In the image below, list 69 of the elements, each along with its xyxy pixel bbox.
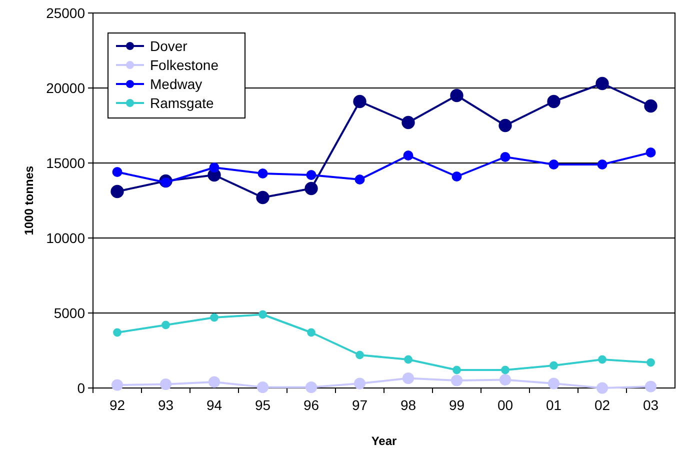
x-axis-title: Year xyxy=(371,434,398,448)
point xyxy=(110,184,124,198)
legend-label: Folkestone xyxy=(150,56,219,73)
point xyxy=(304,182,318,196)
x-tick-label: 00 xyxy=(497,397,514,413)
point xyxy=(402,116,415,130)
point xyxy=(306,170,316,180)
point xyxy=(404,355,412,364)
x-tick-label: 95 xyxy=(254,397,271,413)
point xyxy=(112,167,122,177)
point xyxy=(550,361,558,370)
y-tick-label: 20000 xyxy=(46,80,86,96)
point xyxy=(113,328,122,337)
point xyxy=(498,118,512,132)
y-tick-label: 0 xyxy=(77,380,86,396)
point xyxy=(548,378,560,390)
x-tick-label: 99 xyxy=(448,397,465,413)
point xyxy=(256,381,269,394)
point xyxy=(256,190,270,204)
point xyxy=(450,374,463,386)
point xyxy=(354,378,366,390)
point xyxy=(596,76,609,90)
point xyxy=(452,172,462,182)
point xyxy=(305,381,318,394)
point xyxy=(548,160,559,170)
point xyxy=(258,168,268,178)
point xyxy=(353,94,366,108)
point xyxy=(597,160,608,170)
point xyxy=(258,310,267,319)
legend-label: Dover xyxy=(150,38,188,54)
y-axis-title: 1000 tonnes xyxy=(22,166,36,236)
point xyxy=(450,88,464,102)
point xyxy=(644,380,657,392)
y-tick-label: 25000 xyxy=(46,4,86,21)
point xyxy=(501,366,510,374)
point xyxy=(499,374,512,386)
point xyxy=(646,148,656,158)
x-tick-label: 92 xyxy=(109,397,126,413)
y-tick-label: 10000 xyxy=(46,230,86,246)
x-tick-label: 94 xyxy=(206,397,222,413)
point xyxy=(111,379,124,391)
x-tick-label: 93 xyxy=(158,397,174,413)
x-tick-label: 02 xyxy=(594,397,610,413)
x-tick-label: 03 xyxy=(642,397,659,413)
point xyxy=(644,99,658,113)
point xyxy=(208,376,220,388)
point xyxy=(160,378,172,390)
point xyxy=(598,355,606,364)
point xyxy=(356,350,364,360)
point xyxy=(307,328,316,337)
point xyxy=(210,313,218,322)
point xyxy=(354,174,365,184)
x-tick-label: 01 xyxy=(546,397,562,413)
point xyxy=(402,372,414,384)
point xyxy=(547,94,560,108)
legend-label: Ramsgate xyxy=(150,94,214,111)
y-tick-label: 5000 xyxy=(54,304,86,321)
point xyxy=(500,152,510,162)
point xyxy=(596,382,608,394)
x-tick-label: 97 xyxy=(352,397,368,413)
point xyxy=(646,358,655,367)
legend-label: Medway xyxy=(150,76,202,92)
x-tick-label: 96 xyxy=(303,397,320,413)
point xyxy=(209,162,220,172)
y-tick-label: 15000 xyxy=(46,154,86,171)
x-tick-label: 98 xyxy=(400,397,416,413)
point xyxy=(162,320,170,330)
point xyxy=(452,366,461,374)
point xyxy=(403,150,414,160)
